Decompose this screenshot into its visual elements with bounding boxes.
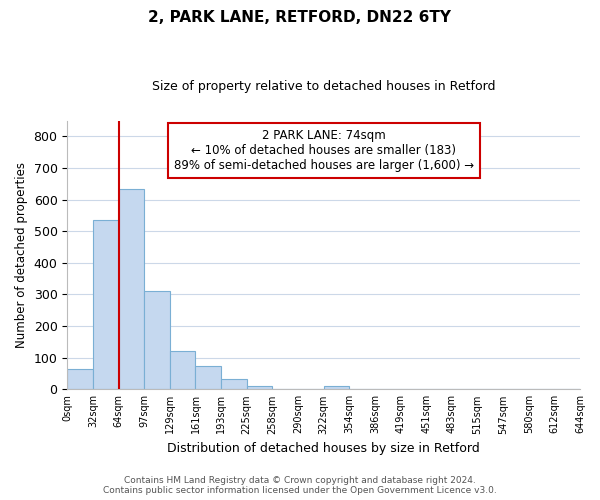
- Bar: [67, 369, 93, 390]
- Bar: [93, 220, 119, 390]
- Y-axis label: Number of detached properties: Number of detached properties: [15, 162, 28, 348]
- Text: 2 PARK LANE: 74sqm
← 10% of detached houses are smaller (183)
89% of semi-detach: 2 PARK LANE: 74sqm ← 10% of detached hou…: [173, 128, 474, 172]
- Bar: [247, 386, 272, 390]
- Bar: [144, 292, 170, 390]
- Text: 2, PARK LANE, RETFORD, DN22 6TY: 2, PARK LANE, RETFORD, DN22 6TY: [149, 10, 452, 25]
- Bar: [221, 379, 247, 390]
- Bar: [323, 386, 349, 390]
- Text: Contains HM Land Registry data © Crown copyright and database right 2024.
Contai: Contains HM Land Registry data © Crown c…: [103, 476, 497, 495]
- Title: Size of property relative to detached houses in Retford: Size of property relative to detached ho…: [152, 80, 496, 93]
- Bar: [119, 188, 144, 390]
- Bar: [170, 352, 196, 390]
- X-axis label: Distribution of detached houses by size in Retford: Distribution of detached houses by size …: [167, 442, 480, 455]
- Bar: [196, 366, 221, 390]
